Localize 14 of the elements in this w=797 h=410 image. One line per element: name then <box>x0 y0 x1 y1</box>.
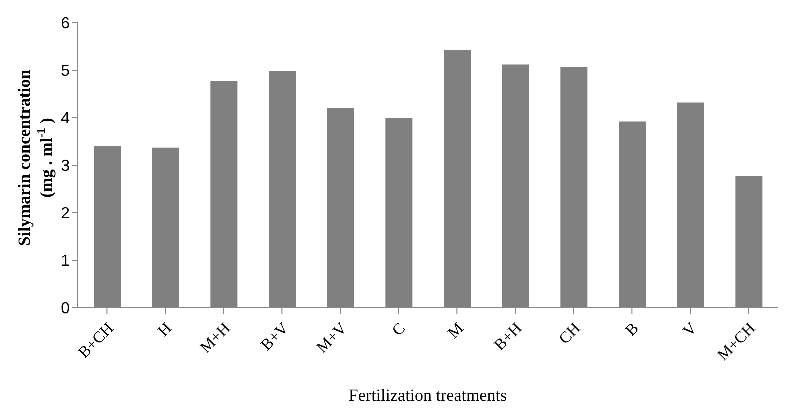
x-tick-label: C <box>389 320 410 340</box>
x-tick-label: M <box>445 320 468 342</box>
y-tick-label: 0 <box>61 300 70 318</box>
y-tick-label: 5 <box>61 63 70 80</box>
x-axis-title: Fertilization treatments <box>348 386 508 405</box>
y-tick-label: 1 <box>61 253 70 270</box>
y-tick-label: 3 <box>61 158 70 176</box>
y-tick-label: 4 <box>61 110 70 128</box>
x-tick-label: H <box>155 320 176 340</box>
x-tick-label: V <box>680 320 701 340</box>
x-tick-label: B <box>622 320 642 340</box>
y-tick-label: 6 <box>61 16 70 33</box>
x-tick-label: CH <box>556 320 584 348</box>
y-tick-label: 2 <box>61 206 70 223</box>
